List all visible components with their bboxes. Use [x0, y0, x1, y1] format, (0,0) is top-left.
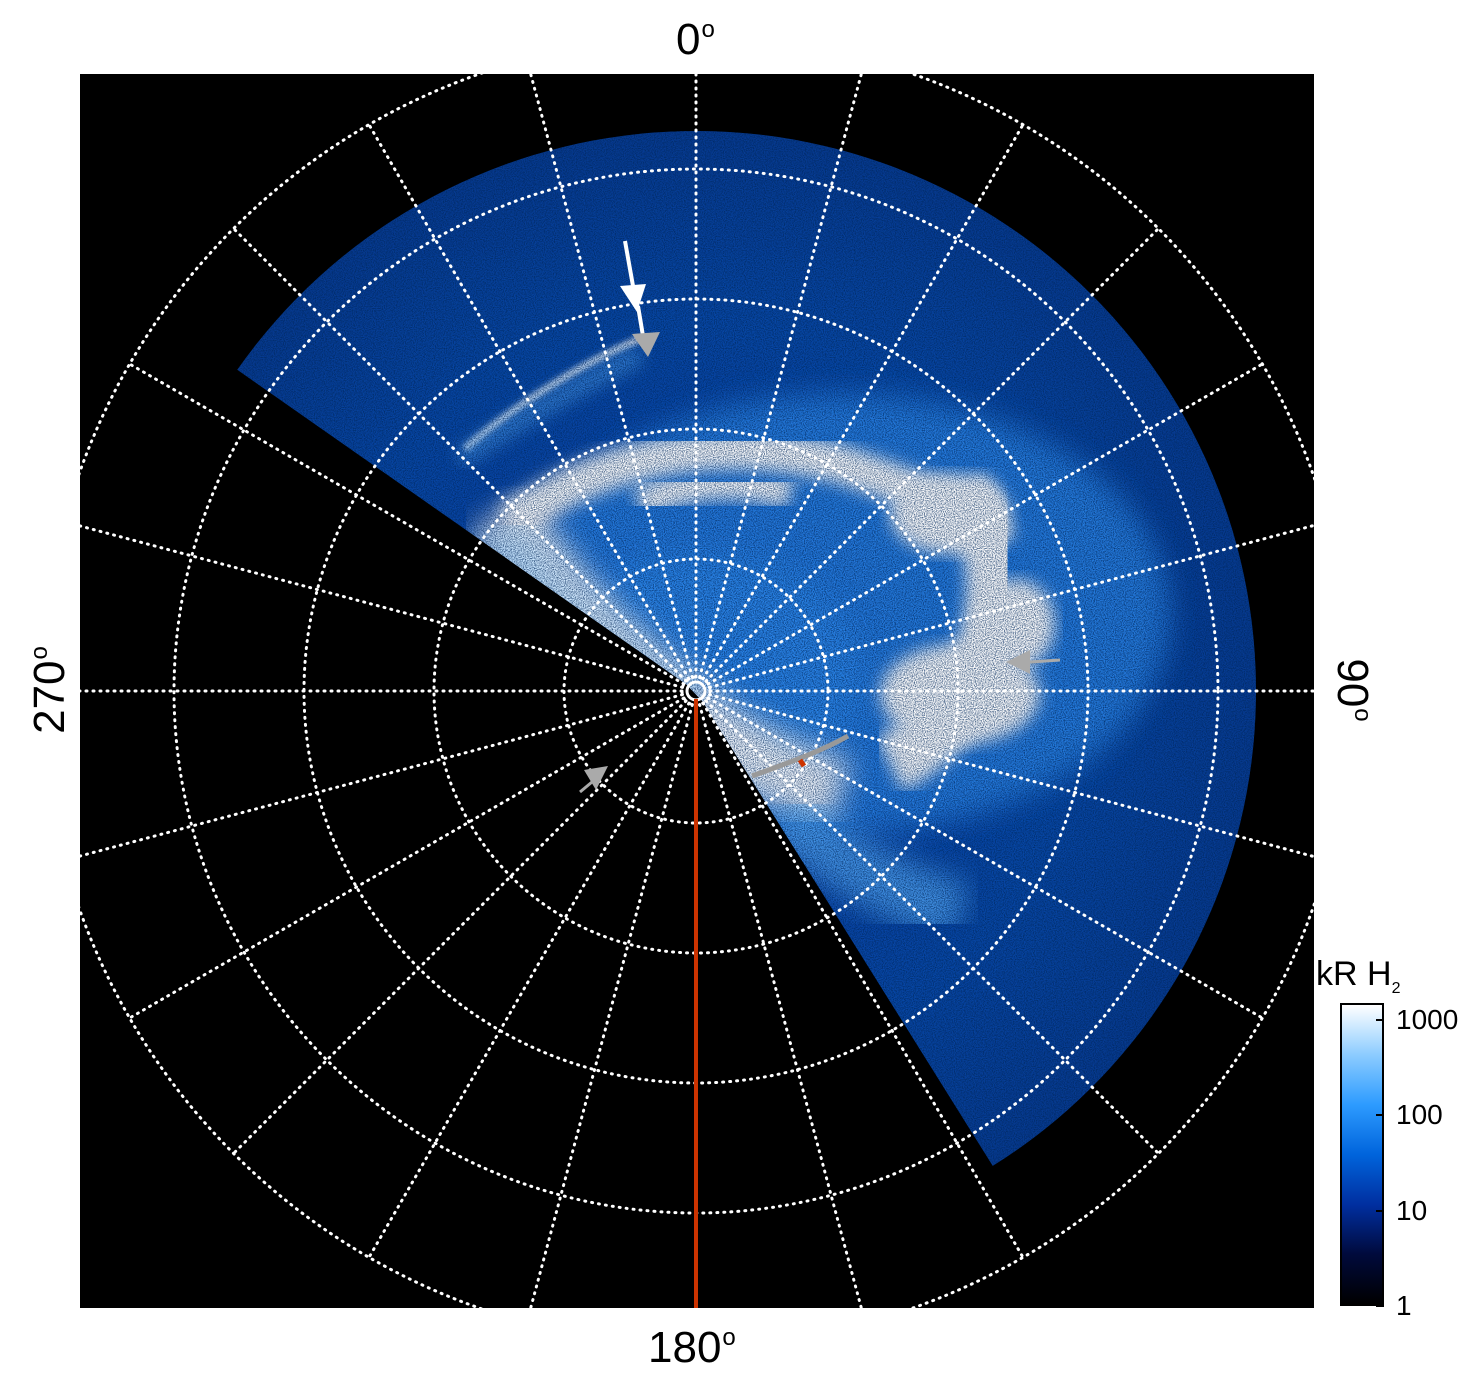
aurora-polar-map [80, 74, 1314, 1308]
footprint-track-marker [797, 758, 807, 768]
colorbar-tick-mark [1376, 1209, 1384, 1212]
longitude-label-0: 0o [676, 15, 715, 64]
longitude-spoke-285 [80, 524, 684, 689]
colorbar-tick-label: 100 [1396, 1099, 1443, 1131]
longitude-label-180: 180o [648, 1323, 736, 1372]
longitude-spoke-210 [367, 701, 691, 1259]
longitude-spoke-15 [698, 74, 863, 679]
longitude-spoke-30 [701, 123, 1025, 681]
longitude-spoke-165 [698, 703, 863, 1308]
footprint-track [751, 733, 850, 779]
longitude-spoke-345 [529, 74, 694, 679]
longitude-spoke-315 [232, 227, 688, 683]
longitude-spoke-45 [704, 227, 1160, 683]
longitude-spoke-330 [367, 123, 691, 681]
longitude-spoke-60 [706, 362, 1264, 686]
colorbar-tick-label: 1 [1396, 1290, 1412, 1321]
grey-arrow-top [632, 305, 660, 357]
longitude-spoke-120 [706, 696, 1264, 1020]
longitude-spoke-225 [232, 699, 688, 1155]
white-arrow [620, 240, 646, 312]
longitude-grid [80, 74, 1314, 1308]
longitude-label-270: 270o [25, 646, 74, 734]
polar-aurora-image [80, 74, 1314, 1308]
longitude-spoke-195 [529, 703, 694, 1308]
colorbar-title: kR H2 [1316, 955, 1401, 997]
longitude-spoke-240 [128, 696, 686, 1020]
longitude-spoke-135 [704, 699, 1160, 1155]
longitude-spoke-105 [708, 693, 1314, 859]
longitude-spoke-300 [128, 362, 686, 686]
longitude-spoke-150 [701, 701, 1025, 1259]
colorbar-tick-label: 10 [1396, 1194, 1428, 1226]
longitude-spoke-75 [708, 523, 1314, 689]
grey-arrow-left [579, 766, 608, 794]
latitude-circle-2 [432, 427, 960, 955]
grey-arrow-right [1006, 650, 1061, 674]
longitude-spoke-255 [80, 693, 684, 858]
colorbar-tick-mark [1376, 1018, 1384, 1021]
colorbar-tick-label: 1000 [1396, 1003, 1459, 1035]
longitude-label-90: 90o [1328, 658, 1377, 722]
colorbar [1340, 1003, 1384, 1306]
colorbar-tick-mark [1376, 1305, 1384, 1307]
colorbar-tick-mark [1376, 1114, 1384, 1117]
